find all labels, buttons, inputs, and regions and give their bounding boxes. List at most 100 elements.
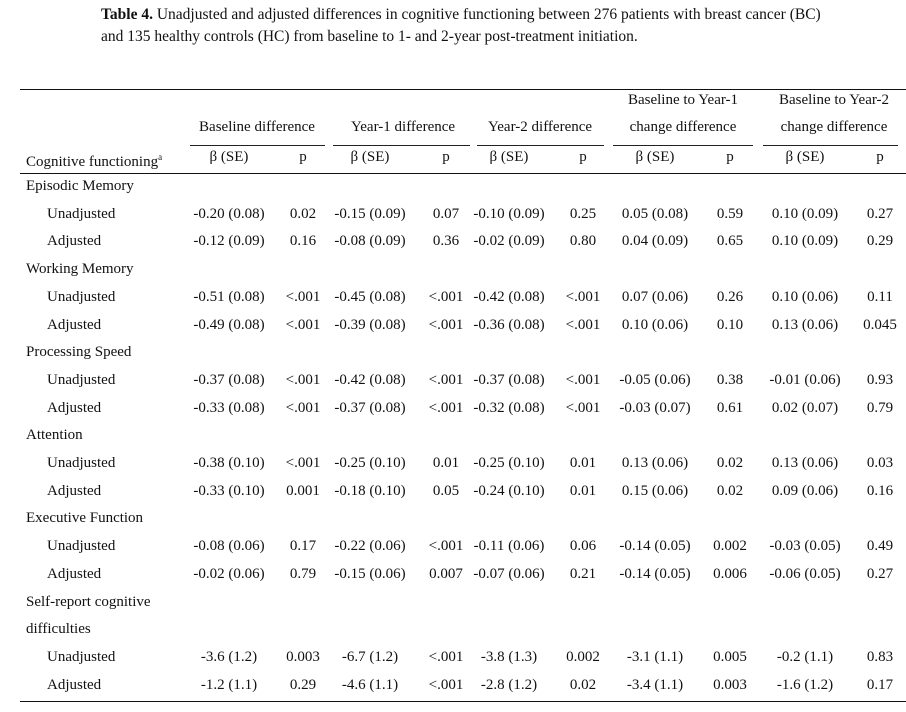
p-value-cell: <.001 — [565, 399, 601, 416]
beta-se-cell: -0.37 (0.08) — [473, 371, 545, 388]
beta-se-cell: -0.15 (0.09) — [334, 205, 406, 222]
p-value-cell: 0.79 — [866, 399, 894, 416]
p-value-cell: 0.16 — [866, 482, 894, 499]
p-value-cell: 0.29 — [289, 676, 317, 693]
beta-se-cell: -0.32 (0.08) — [473, 399, 545, 416]
row-label: Adjusted — [47, 233, 102, 250]
domain-heading-cont: difficulties — [26, 621, 91, 638]
beta-se-cell: -0.05 (0.06) — [619, 371, 691, 388]
beta-se-cell: -0.24 (0.10) — [473, 482, 545, 499]
col-group-underline — [190, 145, 325, 146]
p-value-cell: 0.36 — [432, 233, 460, 250]
p-value-cell: 0.59 — [716, 205, 744, 222]
p-value-cell: 0.007 — [429, 565, 463, 582]
beta-se-cell: -0.01 (0.06) — [769, 371, 841, 388]
col-group-header: Year-1 difference — [350, 119, 456, 135]
beta-se-cell: -0.42 (0.08) — [334, 371, 406, 388]
beta-se-cell: -0.11 (0.06) — [473, 538, 545, 555]
p-value-cell: <.001 — [428, 538, 464, 555]
p-value-cell: <.001 — [285, 455, 321, 471]
beta-se-cell: 0.10 (0.09) — [771, 205, 839, 222]
col-group-header: change difference — [780, 119, 888, 135]
col-group-header-line1: Baseline to Year-1 — [627, 92, 739, 108]
beta-se-cell: -0.45 (0.08) — [334, 288, 406, 305]
caption-text: Unadjusted and adjusted differences in c… — [101, 6, 821, 45]
beta-se-cell: -0.14 (0.05) — [619, 538, 691, 555]
p-value-cell: 0.27 — [866, 565, 894, 582]
beta-se-cell: -1.6 (1.2) — [776, 676, 834, 693]
row-label: Unadjusted — [47, 648, 116, 665]
p-value-cell: <.001 — [285, 316, 321, 333]
p-value-cell: 0.005 — [713, 648, 747, 665]
p-value-cell: 0.61 — [716, 399, 744, 416]
beta-se-cell: -0.2 (1.1) — [776, 648, 834, 665]
beta-se-cell: -0.15 (0.06) — [334, 565, 406, 582]
p-value-cell: 0.01 — [432, 455, 460, 471]
beta-se-cell: 0.02 (0.07) — [771, 399, 839, 416]
table-top-rule — [20, 89, 906, 90]
beta-se-cell: 0.13 (0.06) — [621, 455, 689, 471]
beta-se-cell: -0.02 (0.06) — [193, 565, 265, 582]
beta-se-cell: -0.42 (0.08) — [473, 288, 545, 305]
col-group-header: Year-2 difference — [487, 119, 593, 135]
p-value-cell: <.001 — [428, 371, 464, 388]
domain-heading: Working Memory — [26, 261, 134, 278]
beta-se-cell: -6.7 (1.2) — [341, 648, 399, 665]
p-value-cell: 0.02 — [569, 676, 597, 693]
beta-se-cell: 0.05 (0.08) — [621, 205, 689, 222]
p-header: p — [442, 149, 450, 165]
beta-se-cell: -0.07 (0.06) — [473, 565, 545, 582]
beta-se-cell: 0.09 (0.06) — [771, 482, 839, 499]
p-value-cell: 0.002 — [566, 648, 600, 665]
p-value-cell: <.001 — [428, 316, 464, 333]
table-bottom-rule — [20, 701, 906, 702]
row-label: Adjusted — [47, 676, 102, 693]
beta-se-header: β (SE) — [635, 149, 675, 165]
beta-se-cell: -0.08 (0.06) — [193, 538, 265, 555]
p-value-cell: <.001 — [285, 371, 321, 388]
beta-se-cell: -0.33 (0.10) — [193, 482, 265, 499]
beta-se-header: β (SE) — [209, 149, 249, 165]
beta-se-cell: -0.12 (0.09) — [193, 233, 265, 250]
beta-se-cell: -0.25 (0.10) — [334, 455, 406, 471]
p-value-cell: 0.003 — [713, 676, 747, 693]
p-header: p — [876, 149, 884, 165]
beta-se-cell: -0.33 (0.08) — [193, 399, 265, 416]
row-label: Unadjusted — [47, 205, 116, 222]
p-value-cell: 0.93 — [866, 371, 894, 388]
p-value-cell: <.001 — [565, 371, 601, 388]
p-value-cell: 0.01 — [569, 455, 597, 471]
p-value-cell: 0.06 — [569, 538, 597, 555]
beta-se-cell: -0.38 (0.10) — [193, 455, 265, 471]
col-group-header: change difference — [629, 119, 737, 135]
beta-se-cell: -0.49 (0.08) — [193, 316, 265, 333]
p-value-cell: <.001 — [285, 399, 321, 416]
p-value-cell: 0.11 — [867, 288, 893, 305]
p-value-cell: <.001 — [428, 676, 464, 693]
beta-se-cell: 0.15 (0.06) — [621, 482, 689, 499]
beta-se-header: β (SE) — [350, 149, 390, 165]
p-value-cell: 0.25 — [569, 205, 597, 222]
beta-se-cell: -3.1 (1.1) — [626, 648, 684, 665]
header-bottom-rule — [20, 173, 906, 174]
beta-se-cell: -0.22 (0.06) — [334, 538, 406, 555]
p-value-cell: <.001 — [428, 399, 464, 416]
p-header: p — [579, 149, 587, 165]
beta-se-cell: -0.10 (0.09) — [473, 205, 545, 222]
beta-se-cell: -3.8 (1.3) — [480, 648, 538, 665]
beta-se-cell: -0.18 (0.10) — [334, 482, 406, 499]
row-label-header: Cognitive functioninga — [26, 148, 162, 171]
p-value-cell: <.001 — [565, 316, 601, 333]
beta-se-cell: 0.10 (0.06) — [771, 288, 839, 305]
beta-se-header: β (SE) — [785, 149, 825, 165]
beta-se-cell: -0.03 (0.07) — [619, 399, 691, 416]
p-header: p — [726, 149, 734, 165]
beta-se-cell: -0.02 (0.09) — [473, 233, 545, 250]
beta-se-cell: -3.6 (1.2) — [200, 648, 258, 665]
p-value-cell: 0.16 — [289, 233, 317, 250]
beta-se-cell: 0.04 (0.09) — [621, 233, 689, 250]
col-group-header-line1: Baseline to Year-2 — [778, 92, 890, 108]
p-value-cell: 0.79 — [289, 565, 317, 582]
p-value-cell: 0.002 — [713, 538, 747, 555]
p-value-cell: 0.02 — [289, 205, 317, 222]
